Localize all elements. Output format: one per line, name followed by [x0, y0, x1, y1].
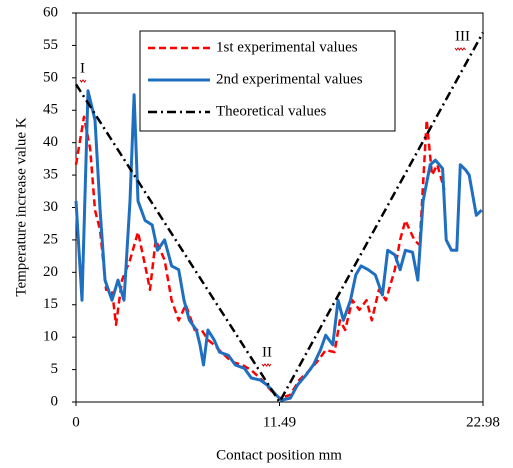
x-tick-label: 11.49: [263, 414, 296, 430]
y-tick-label: 10: [43, 329, 58, 345]
y-tick-label: 50: [43, 69, 58, 85]
annotation: I: [80, 60, 85, 76]
series-line: [74, 89, 483, 402]
x-tick-label: 22.98: [466, 414, 500, 430]
y-tick-label: 5: [51, 361, 59, 377]
y-tick-label: 15: [43, 296, 58, 312]
annotation-squiggle: [454, 47, 466, 51]
y-tick-label: 30: [43, 199, 58, 215]
y-axis-label: Temperature increase value K: [13, 117, 29, 296]
annotation-squiggle: [261, 363, 272, 367]
y-tick-label: 40: [43, 134, 58, 150]
y-tick-label: 60: [43, 4, 58, 20]
legend-label: Theoretical values: [216, 103, 327, 119]
y-tick-label: 0: [51, 393, 59, 409]
annotation: III: [455, 28, 470, 44]
y-tick-label: 35: [43, 167, 58, 183]
x-tick-label: 0: [72, 414, 80, 430]
legend-label: 2nd experimental values: [216, 71, 363, 87]
y-tick-label: 45: [43, 102, 58, 118]
y-tick-label: 25: [43, 231, 58, 247]
annotation-squiggle: [79, 79, 87, 83]
y-tick-label: 20: [43, 264, 58, 280]
y-tick-label: 55: [43, 37, 58, 53]
x-axis-label: Contact position mm: [216, 447, 342, 463]
annotation: II: [262, 344, 272, 360]
legend-label: 1st experimental values: [216, 39, 358, 55]
